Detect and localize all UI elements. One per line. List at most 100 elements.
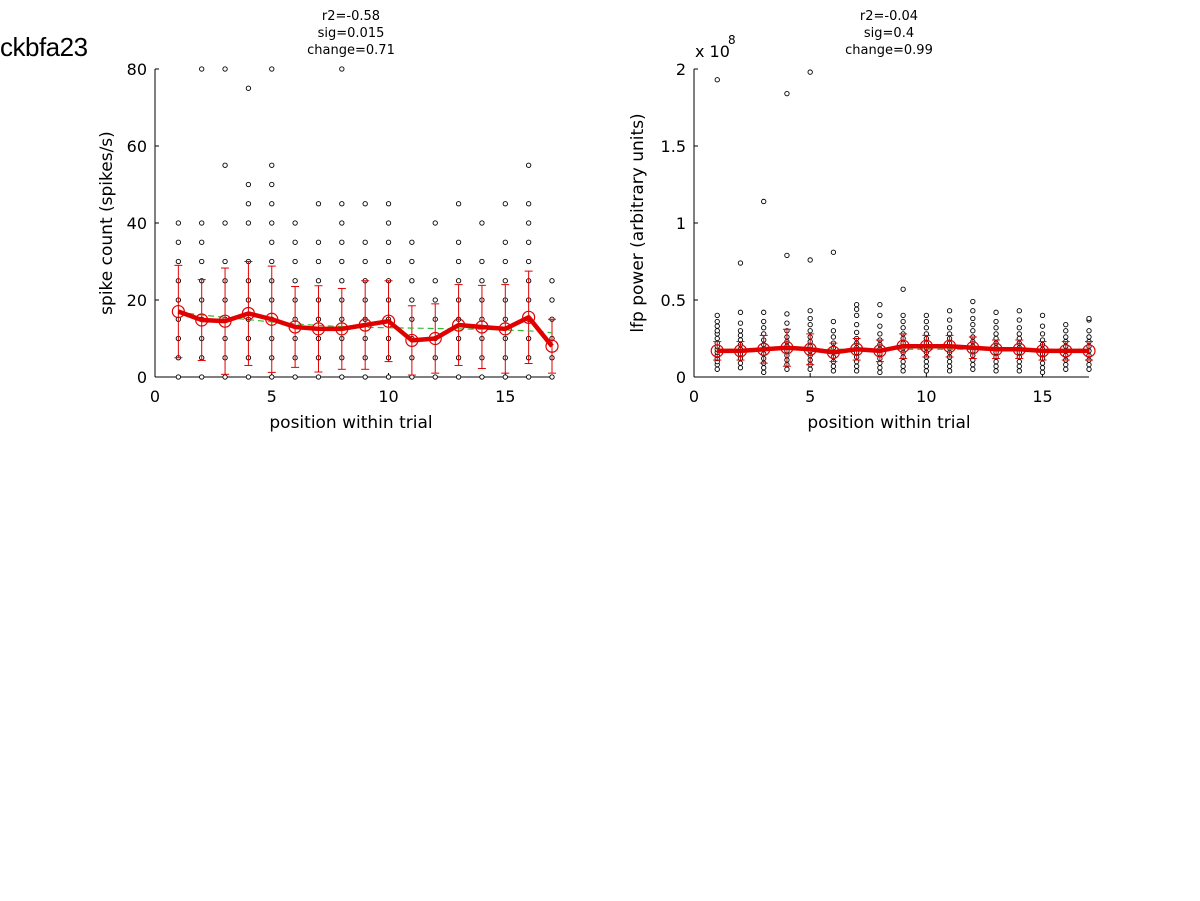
data-point <box>339 220 345 226</box>
data-point <box>737 365 744 371</box>
mean-marker <box>241 306 256 321</box>
data-point <box>1063 366 1069 372</box>
data-point <box>502 239 508 245</box>
data-point <box>946 308 953 314</box>
data-point <box>1086 362 1092 368</box>
data-point <box>525 220 532 226</box>
x-axis-label: position within trial <box>807 413 970 433</box>
data-point <box>222 162 228 168</box>
data-point <box>853 329 860 335</box>
data-point <box>714 77 720 83</box>
data-point <box>315 278 322 284</box>
axis-multiplier: x 10 <box>695 42 730 61</box>
mean-marker <box>1082 344 1096 358</box>
data-point <box>877 369 883 376</box>
data-point <box>900 318 906 325</box>
data-point <box>339 374 345 380</box>
figure-title: ckbfa23 <box>0 32 88 62</box>
y-tick-label: 1.5 <box>661 137 686 156</box>
data-point <box>362 201 368 207</box>
data-point <box>502 201 508 207</box>
data-point <box>385 239 392 245</box>
data-point <box>292 278 298 284</box>
data-point <box>737 328 744 334</box>
data-point <box>479 258 485 265</box>
mean-marker <box>989 342 1003 356</box>
data-point <box>923 368 930 374</box>
data-point <box>737 260 744 266</box>
data-point <box>970 328 976 334</box>
data-point <box>970 362 976 368</box>
panel-annotation-r2: r2=-0.04 <box>860 9 918 24</box>
data-point <box>525 374 532 380</box>
data-point <box>900 286 906 292</box>
data-point <box>432 278 438 284</box>
data-point <box>1063 321 1069 328</box>
data-point <box>222 220 228 226</box>
x-tick-label: 10 <box>378 387 398 406</box>
data-point <box>1039 365 1046 371</box>
data-point <box>877 365 883 371</box>
data-point <box>1086 328 1092 334</box>
data-point <box>1086 334 1092 340</box>
data-point <box>432 220 438 226</box>
data-point <box>993 325 999 331</box>
data-point <box>830 318 837 325</box>
data-point <box>315 258 322 265</box>
data-point <box>761 198 767 205</box>
data-point <box>222 258 228 265</box>
data-point <box>385 220 392 226</box>
mean-marker <box>780 341 794 355</box>
data-point <box>737 320 744 326</box>
mean-marker <box>498 322 512 336</box>
data-point <box>175 374 182 380</box>
data-point <box>175 239 182 245</box>
data-point <box>175 220 182 226</box>
mean-marker <box>757 342 771 356</box>
data-point <box>761 309 767 315</box>
data-point <box>737 309 744 315</box>
data-point <box>737 332 744 339</box>
data-point <box>339 239 345 245</box>
data-point <box>1016 368 1022 374</box>
data-point <box>807 257 813 263</box>
data-point <box>339 66 345 72</box>
data-point <box>1039 331 1046 337</box>
data-point <box>385 374 392 380</box>
data-point <box>199 374 205 380</box>
y-axis-label: lfp power (arbitrary units) <box>628 113 648 332</box>
data-point <box>761 365 767 371</box>
data-point <box>1039 369 1046 376</box>
mean-marker <box>522 310 536 324</box>
data-point <box>362 374 368 380</box>
mean-marker <box>195 313 209 327</box>
y-tick-label: 1 <box>676 214 686 233</box>
data-point <box>993 368 999 374</box>
data-point <box>807 321 813 328</box>
data-point <box>807 69 813 75</box>
data-point <box>970 308 976 314</box>
data-point <box>549 374 555 380</box>
data-point <box>409 258 415 265</box>
x-tick-label: 15 <box>1032 387 1052 406</box>
data-point <box>714 318 720 325</box>
data-point <box>853 312 860 319</box>
data-point <box>923 312 930 319</box>
data-point <box>432 374 438 380</box>
y-tick-label: 40 <box>127 214 147 233</box>
data-point <box>222 66 228 72</box>
mean-marker <box>451 318 466 332</box>
data-point <box>714 312 720 319</box>
mean-marker <box>966 341 980 355</box>
data-point <box>269 162 275 168</box>
data-point <box>525 162 532 168</box>
panel-annotation-change: change=0.99 <box>845 43 933 58</box>
data-point <box>269 201 275 207</box>
mean-marker <box>288 320 302 334</box>
mean-line <box>717 343 1089 355</box>
data-point <box>269 258 275 265</box>
data-point <box>1063 362 1069 368</box>
data-point <box>946 368 953 374</box>
data-point <box>784 90 790 97</box>
data-point <box>432 297 438 303</box>
